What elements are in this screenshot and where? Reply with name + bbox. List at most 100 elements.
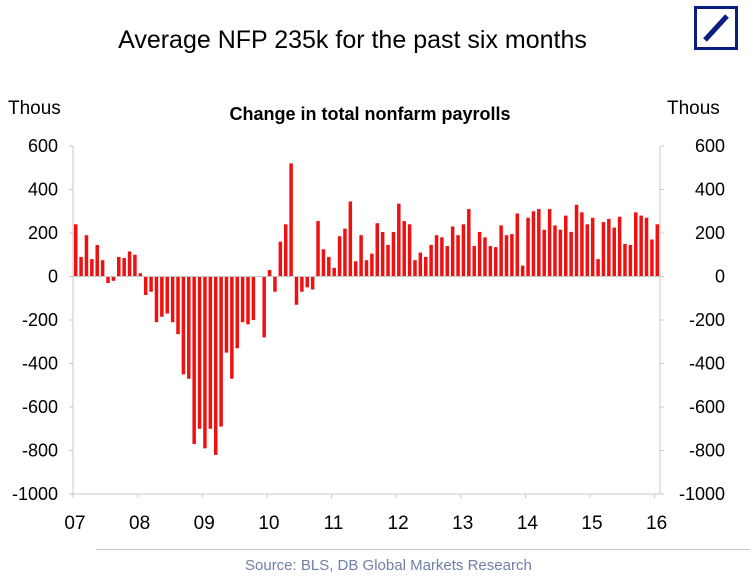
bar: [111, 276, 116, 281]
bar: [251, 276, 256, 320]
deutsche-bank-logo-icon: [694, 6, 738, 50]
bar: [585, 224, 590, 277]
bar: [294, 276, 299, 305]
bar: [467, 209, 471, 277]
bar: [413, 260, 417, 277]
y-tick-label-right: -600: [689, 397, 725, 417]
x-tick-label: 15: [581, 513, 602, 534]
bar: [526, 217, 530, 277]
bar: [370, 253, 374, 277]
bar: [267, 269, 272, 277]
y-tick-label-left: -1000: [12, 484, 58, 504]
x-tick-label: 08: [129, 513, 150, 534]
bar: [165, 276, 169, 314]
bar: [90, 259, 94, 277]
page-headline: Average NFP 235k for the past six months: [118, 26, 587, 54]
bar: [445, 246, 450, 277]
bar: [289, 163, 293, 277]
bar-series: [73, 163, 660, 455]
bar: [176, 276, 180, 335]
x-axis-labels: 07 08 09 10 11 12 13 14 15 16: [64, 513, 667, 534]
bar: [537, 209, 541, 277]
chart-axes: [69, 145, 664, 498]
bar: [542, 229, 546, 277]
bar: [380, 231, 385, 277]
bar: [477, 231, 482, 277]
x-tick-label: 13: [452, 513, 473, 534]
bar: [192, 276, 196, 444]
bar: [429, 244, 433, 277]
y-tick-label-right: 600: [695, 136, 725, 156]
bar: [639, 215, 643, 277]
x-tick-label: 12: [388, 513, 409, 534]
bar: [84, 235, 89, 277]
bar: [321, 249, 326, 277]
bar: [240, 276, 245, 323]
bar: [359, 235, 363, 277]
bar: [397, 203, 401, 277]
bar: [181, 276, 186, 375]
bar: [386, 244, 390, 277]
y-tick-label-right: -400: [689, 354, 725, 374]
bar: [391, 231, 396, 277]
x-tick-label: 11: [324, 513, 344, 534]
bar: [273, 276, 277, 292]
y-tick-label-right: 0: [715, 267, 725, 287]
bar: [655, 224, 660, 277]
x-tick-label: 14: [517, 513, 539, 534]
bar: [278, 241, 283, 277]
bar: [337, 236, 342, 277]
bar: [515, 213, 520, 277]
bar: [558, 229, 563, 277]
bar: [423, 256, 428, 277]
bar: [327, 256, 331, 277]
bar: [100, 260, 105, 277]
payrolls-bar-chart: 600 400 200 0 -200 -400 -600 -800 -1000 600 400 20…: [12, 136, 725, 534]
bar: [235, 276, 239, 349]
bar: [450, 226, 455, 277]
y-tick-label-right: 200: [695, 223, 725, 243]
bar: [187, 276, 191, 379]
bar: [149, 276, 153, 292]
bar: [483, 237, 487, 277]
bar: [213, 276, 218, 455]
bar: [650, 239, 654, 277]
bar: [564, 215, 568, 277]
bar: [95, 244, 99, 277]
deutsche-bank-slash-icon: [703, 14, 729, 42]
bar: [553, 225, 557, 277]
bar: [138, 273, 143, 277]
bar: [262, 276, 266, 338]
bar: [504, 235, 509, 277]
bar: [494, 247, 498, 277]
bar: [348, 201, 353, 277]
bar: [590, 217, 595, 277]
bar: [208, 276, 213, 429]
bar: [623, 243, 627, 277]
bar: [580, 212, 584, 277]
x-tick-label: 09: [194, 513, 215, 534]
bar: [574, 204, 579, 277]
bar: [170, 276, 175, 323]
bar: [612, 227, 616, 277]
x-tick-label: 16: [646, 513, 667, 534]
bar: [440, 237, 444, 277]
bar: [596, 259, 600, 277]
bar: [143, 276, 148, 295]
y-axis-right-unit: Thous: [667, 98, 720, 119]
bar: [375, 223, 380, 277]
bar: [601, 222, 606, 277]
x-tick-label: 10: [258, 513, 279, 534]
y-axis-left-unit: Thous: [8, 98, 61, 119]
bar: [607, 218, 611, 277]
y-axis-right-labels: 600 400 200 0 -200 -400 -600 -800 -1000: [679, 136, 725, 504]
bar: [628, 244, 633, 277]
bar: [617, 216, 622, 277]
y-tick-label-left: 600: [28, 136, 58, 156]
bar: [203, 276, 207, 449]
bar: [472, 246, 476, 277]
bar: [160, 276, 164, 317]
bar: [418, 252, 423, 277]
bar: [402, 221, 406, 277]
bar: [332, 267, 336, 277]
